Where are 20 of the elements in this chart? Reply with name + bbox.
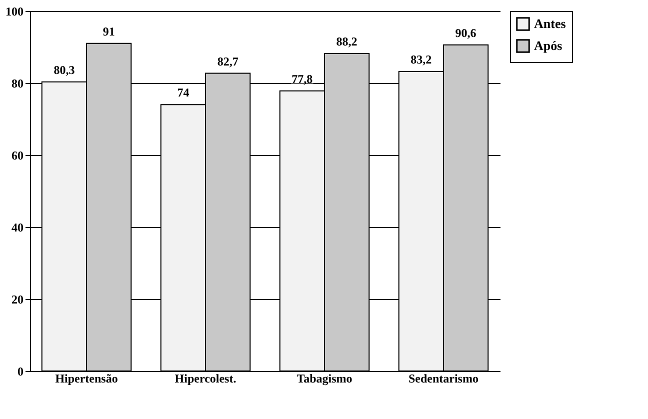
x-tick-label: Hipercolest.	[174, 372, 236, 386]
legend-label: Antes	[534, 16, 566, 31]
x-tick-label: Hipertensão	[55, 372, 118, 386]
data-label: 77,8	[292, 72, 313, 86]
y-tick-label: 20	[12, 292, 24, 306]
y-tick-label: 100	[6, 4, 24, 18]
y-tick-label: 60	[12, 148, 24, 162]
x-tick-label: Sedentarismo	[408, 372, 478, 386]
y-tick-label: 40	[12, 220, 24, 234]
data-label: 83,2	[410, 52, 432, 66]
legend-label: Após	[534, 38, 562, 53]
y-tick-label: 0	[18, 364, 24, 378]
data-label: 80,3	[54, 62, 75, 77]
data-label: 91	[102, 24, 115, 38]
data-label: 88,2	[336, 34, 358, 48]
data-label: 90,6	[455, 26, 476, 40]
data-label: 82,7	[217, 54, 238, 68]
y-tick-label: 80	[12, 76, 24, 90]
data-label: 74	[177, 86, 190, 100]
x-tick-label: Tabagismo	[296, 372, 352, 386]
